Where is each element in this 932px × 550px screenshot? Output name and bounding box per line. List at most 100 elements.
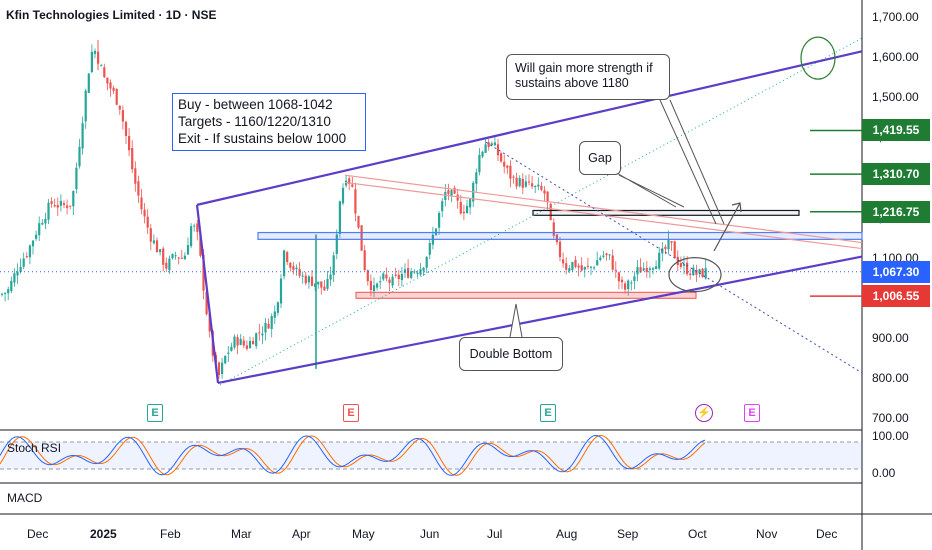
callout-gap-text: Gap [588, 151, 612, 165]
earnings-marker-icon[interactable]: E [540, 404, 556, 422]
candle-body [630, 282, 633, 284]
x-tick-label: Jun [420, 527, 440, 541]
gap-zone-box [532, 209, 800, 216]
candle-body [571, 261, 574, 270]
candle-body [248, 340, 252, 349]
callout-pointer [669, 99, 725, 225]
price-layer [0, 40, 707, 379]
candle-body [456, 194, 459, 201]
stoch-tick-100: 100.00 [872, 429, 909, 443]
price-tag: 1,216.75 [862, 200, 930, 223]
earnings-marker-icon[interactable]: E [147, 404, 163, 422]
channel-left-edge [195, 204, 220, 384]
candle-body [307, 276, 310, 283]
candle-body [276, 302, 279, 313]
candle-body [19, 267, 22, 272]
candle-body [4, 292, 7, 294]
candle-body [701, 268, 704, 278]
candle-body [292, 266, 295, 270]
candle-body [695, 269, 698, 275]
candle-body [348, 178, 351, 184]
candle-body [261, 333, 264, 336]
macd-label[interactable]: MACD [7, 491, 43, 505]
candle-body [543, 190, 546, 194]
candle-body [422, 267, 425, 271]
candle-body [453, 187, 456, 194]
candle-body [487, 142, 490, 147]
y-tick-label: 1,700.00 [872, 10, 919, 24]
candle-body [242, 340, 245, 346]
candle-body [444, 191, 447, 200]
candle-body [177, 257, 180, 259]
channel-upper-line [196, 50, 863, 206]
earnings-marker-icon[interactable]: E [744, 404, 760, 422]
y-tick-label: 900.00 [872, 330, 909, 345]
candle-body [233, 336, 236, 348]
candle-body [298, 268, 301, 276]
candle-body [44, 218, 47, 224]
candle-body [25, 256, 28, 258]
dividend-marker-icon[interactable]: ⚡ [695, 404, 713, 422]
candle-body [403, 269, 407, 273]
candle-body [112, 87, 115, 91]
candle-body [382, 273, 385, 280]
descending-lower-line [344, 181, 863, 250]
candle-body [41, 223, 44, 225]
candle-body [239, 338, 242, 345]
candle-body [295, 267, 298, 270]
x-tick-label: Dec [816, 527, 838, 541]
candle-body [286, 252, 289, 263]
candle-body [69, 205, 72, 207]
channel-lower-line [217, 255, 863, 384]
stoch-band [0, 442, 862, 469]
candle-body [131, 148, 134, 170]
candle-body [304, 275, 307, 284]
candle-body [676, 256, 679, 265]
candle-body [639, 267, 642, 273]
candle-body [661, 248, 664, 254]
candle-body [140, 197, 143, 210]
candle-body [540, 185, 543, 190]
candle-body [673, 241, 676, 259]
descending-upper-line [344, 174, 863, 244]
candle-body [84, 90, 87, 122]
candle-body [599, 257, 602, 261]
candle-body [363, 250, 366, 271]
candle-body [506, 165, 509, 168]
candle-body [490, 143, 493, 146]
earnings-marker-icon[interactable]: E [343, 404, 359, 422]
candle-body [689, 273, 692, 275]
candle-body [155, 240, 159, 253]
candle-body [512, 176, 515, 178]
candle-body [103, 67, 106, 78]
candle-body [558, 241, 562, 258]
candle-body [605, 253, 608, 256]
candle-body [217, 362, 221, 376]
y-tick-label: 1,600.00 [872, 50, 919, 65]
candle-body [124, 121, 128, 136]
candle-body [56, 205, 59, 208]
candle-body [202, 254, 205, 291]
y-tick-label: 700.00 [872, 411, 909, 425]
candle-body [16, 271, 19, 276]
stoch-rsi-layer [0, 434, 862, 476]
candle-body [376, 283, 379, 288]
callout-pointer [659, 99, 717, 225]
candle-body [174, 255, 177, 257]
candle-body [611, 255, 614, 270]
candle-body [400, 273, 403, 281]
candle-body [62, 203, 66, 206]
x-tick-label: Dec [27, 527, 49, 541]
candle-body [193, 225, 196, 227]
x-tick-label: 2025 [90, 527, 117, 541]
stoch-rsi-label[interactable]: Stoch RSI [7, 441, 62, 455]
candle-body [245, 345, 248, 349]
candle-body [642, 268, 645, 271]
y-tick-label: 800.00 [872, 370, 909, 385]
candle-body [190, 226, 193, 247]
candle-body [180, 257, 183, 259]
candle-body [205, 291, 208, 315]
candle-body [159, 249, 162, 253]
candle-body [255, 333, 258, 347]
candle-body [100, 65, 103, 67]
